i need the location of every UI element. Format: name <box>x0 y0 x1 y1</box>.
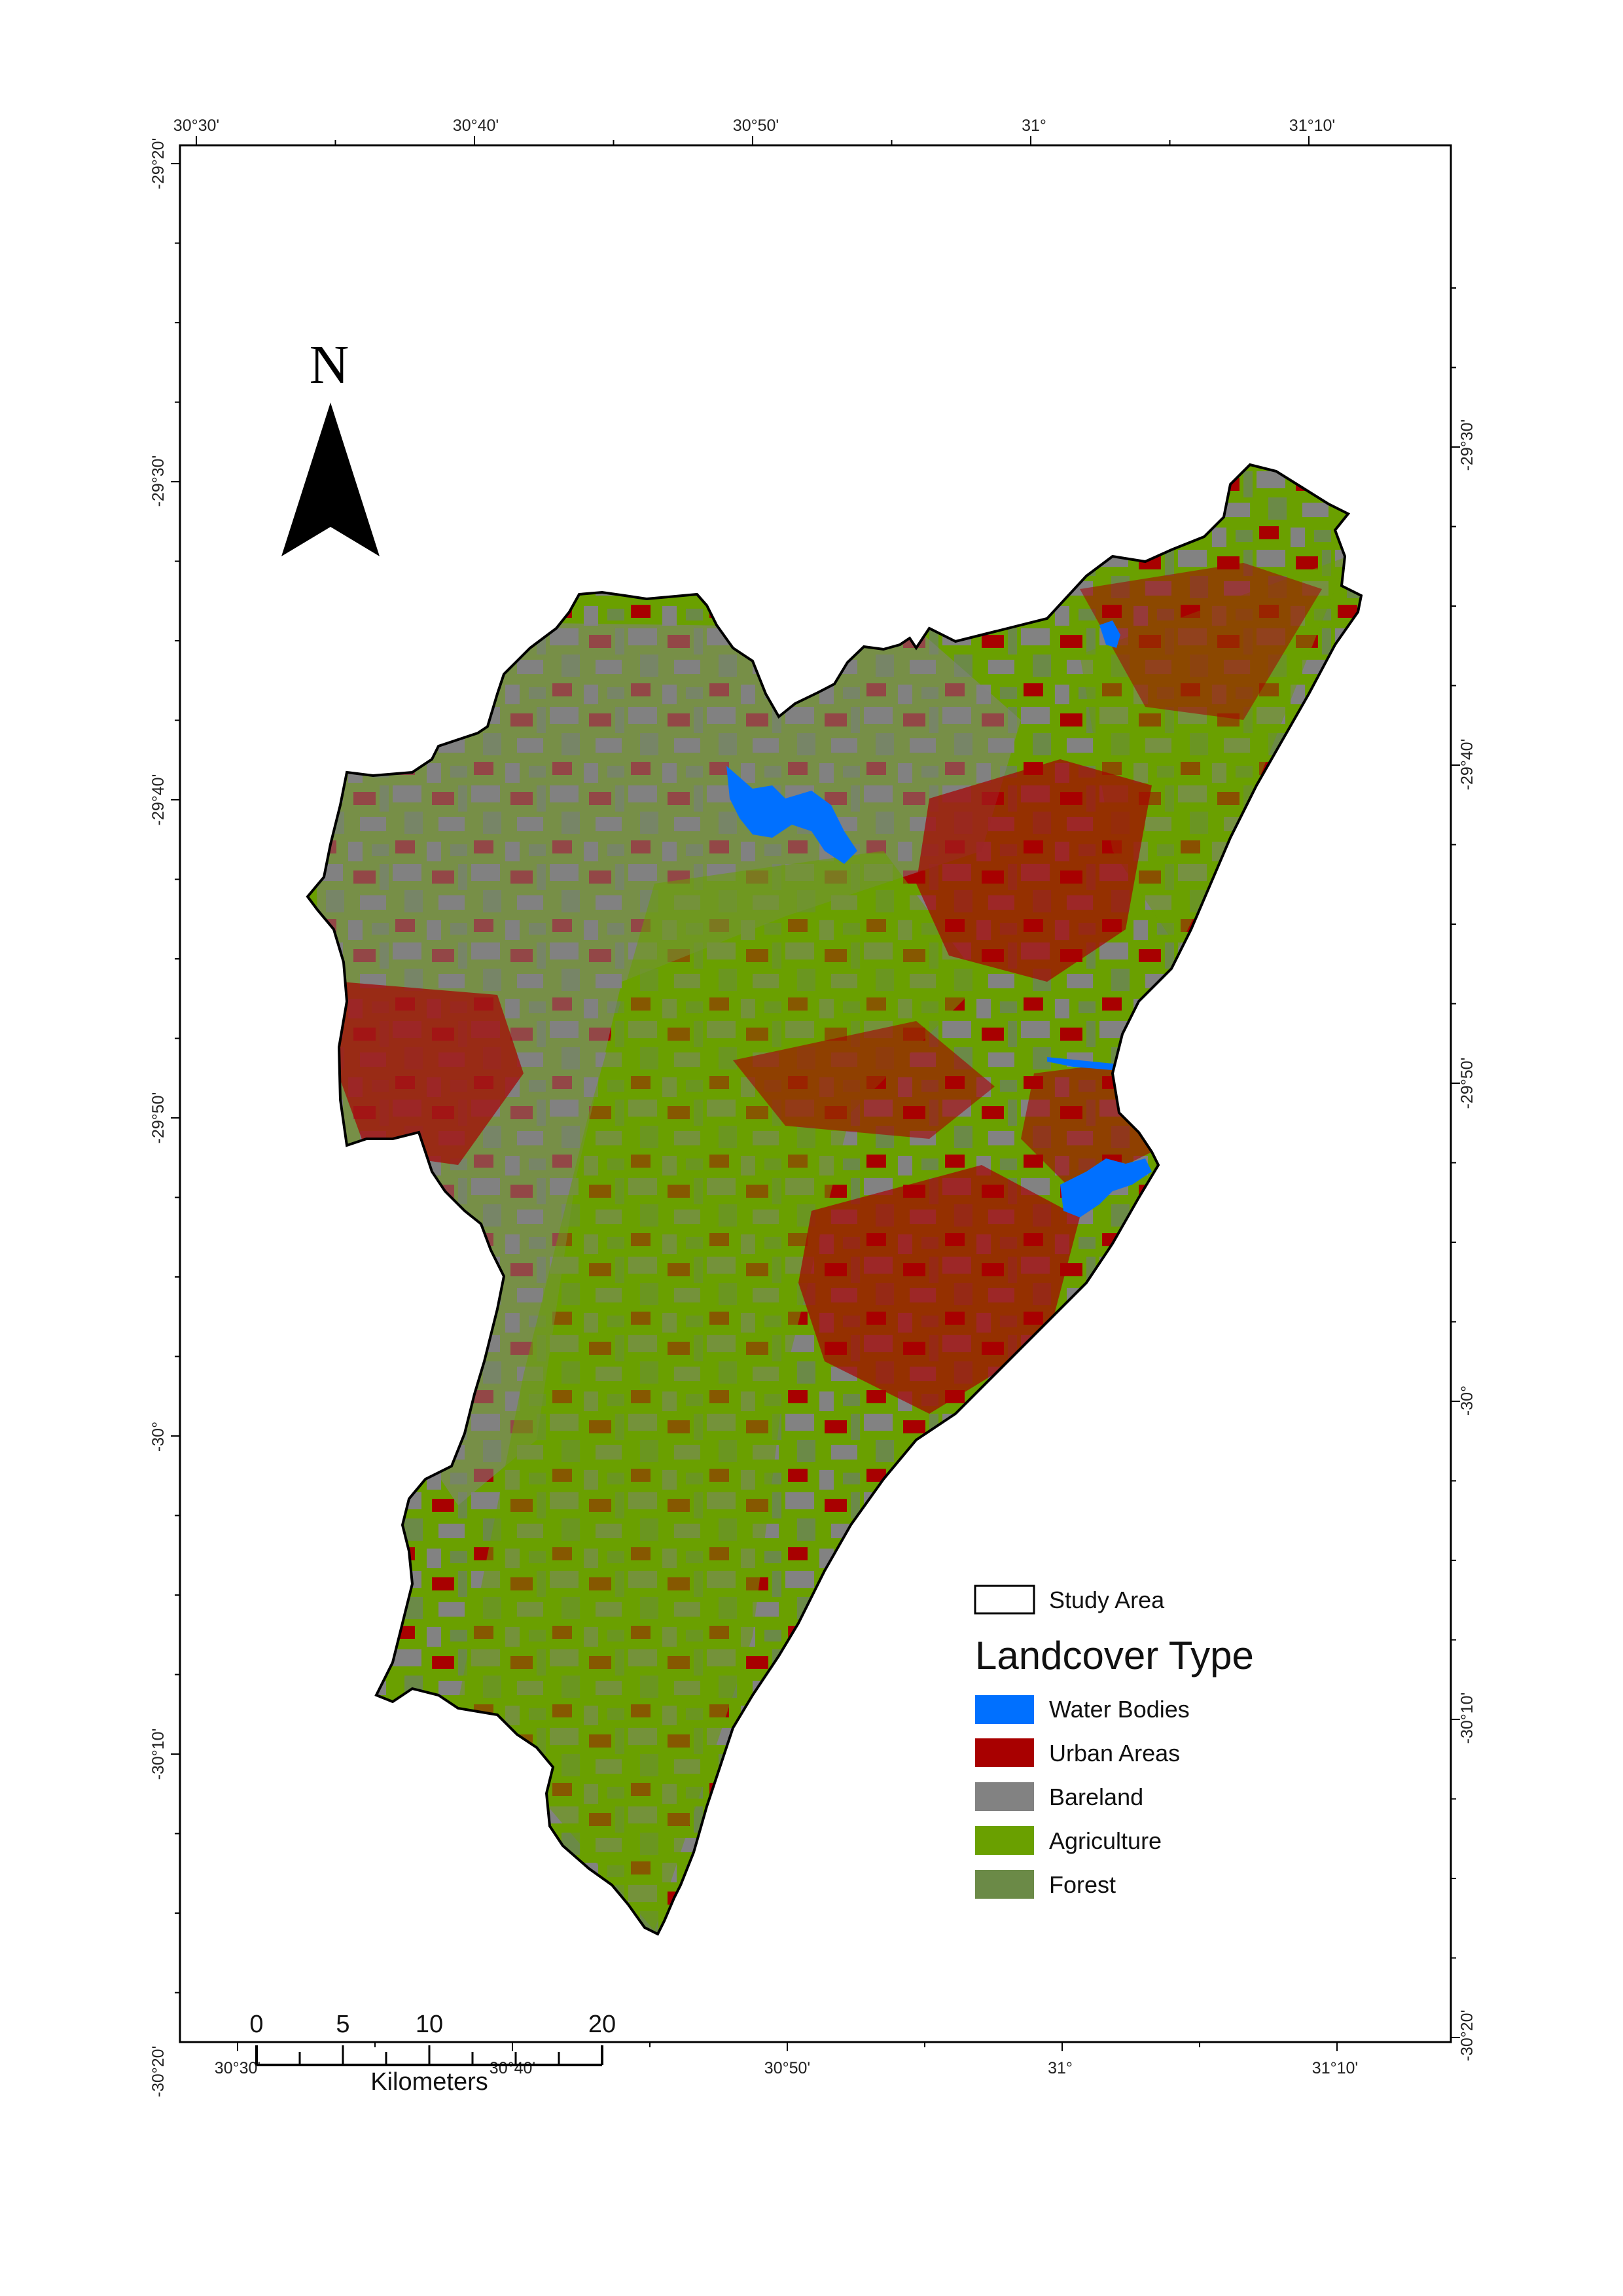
legend-swatch-urban-areas <box>975 1738 1034 1767</box>
scale-label-10: 10 <box>416 2011 443 2038</box>
tick-label-left: -29°40' <box>149 774 168 826</box>
tick-label-right: -30°10' <box>1458 1693 1476 1744</box>
right-latitude-labels: -29°30' -29°40' -29°50' -30° -30°10' -30… <box>1458 420 1476 2062</box>
scale-bar: 0 5 10 20 Kilometers <box>249 2011 616 2096</box>
water-body-lagoon <box>1060 1158 1152 1217</box>
scale-unit-label: Kilometers <box>370 2068 488 2096</box>
study-area-label: Study Area <box>1049 1587 1165 1613</box>
tick-label-left: -29°20' <box>149 138 168 190</box>
water-body-dam-north <box>726 766 857 864</box>
urban-southeast-zone <box>798 1165 1080 1414</box>
top-longitude-labels: 30°30' 30°40' 30°50' 31° 31°10' <box>173 117 1335 135</box>
tick-label-right: -29°50' <box>1458 1058 1476 1109</box>
tick-label-bottom: 31°10' <box>1312 2059 1358 2077</box>
urban-north-zone <box>1080 563 1322 720</box>
tick-label-top: 30°30' <box>173 117 219 135</box>
tick-label-bottom: 30°40' <box>490 2059 535 2077</box>
legend-title: Landcover Type <box>975 1634 1254 1677</box>
legend-label-water-bodies: Water Bodies <box>1049 1696 1190 1723</box>
tick-label-bottom: 31° <box>1048 2059 1073 2077</box>
study-area-outline <box>306 463 1363 1936</box>
left-latitude-labels: -29°20' -29°30' -29°40' -29°50' -30° -30… <box>149 138 168 2098</box>
scale-label-0: 0 <box>249 2011 263 2038</box>
agriculture-zone <box>458 851 982 1931</box>
bottom-longitude-labels: 30°30' 30°40' 30°50' 31° 31°10' <box>215 2059 1358 2077</box>
north-label: N <box>310 334 349 395</box>
study-area-swatch <box>974 1585 1035 1615</box>
water-body-north-small <box>1099 620 1120 648</box>
tick-label-top: 31° <box>1022 117 1046 135</box>
tick-label-bottom: 30°50' <box>764 2059 810 2077</box>
urban-northeast-zone <box>916 759 1152 982</box>
legend-swatch-forest <box>975 1870 1034 1899</box>
tick-label-left: -30° <box>149 1422 168 1452</box>
legend-swatch-agriculture <box>975 1826 1034 1855</box>
urban-west-zone <box>340 982 524 1165</box>
legend-label-forest: Forest <box>1049 1871 1116 1898</box>
north-arrow-icon <box>281 403 380 556</box>
water-body-river <box>1047 1057 1126 1070</box>
tick-label-top: 30°50' <box>733 117 779 135</box>
legend-label-urban-areas: Urban Areas <box>1049 1740 1180 1767</box>
tick-label-left: -29°50' <box>149 1092 168 1144</box>
tick-label-left: -30°20' <box>149 2046 168 2098</box>
north-arrow: N <box>281 334 380 556</box>
legend-label-agriculture: Agriculture <box>1049 1827 1162 1854</box>
tick-label-right: -30°20' <box>1458 2010 1476 2062</box>
tick-label-right: -29°40' <box>1458 739 1476 791</box>
tick-label-left: -30°10' <box>149 1729 168 1780</box>
legend: Study Area Landcover Type Water Bodies U… <box>974 1585 1254 1899</box>
scale-label-20: 20 <box>588 2011 616 2038</box>
urban-central-zone <box>733 1021 995 1139</box>
tick-label-bottom: 30°30' <box>215 2059 260 2077</box>
legend-swatch-bareland <box>975 1782 1034 1811</box>
tick-label-right: -29°30' <box>1458 420 1476 471</box>
tick-label-right: -30° <box>1458 1386 1476 1416</box>
tick-label-top: 31°10' <box>1289 117 1335 135</box>
scale-label-5: 5 <box>336 2011 349 2038</box>
tick-label-left: -29°30' <box>149 456 168 507</box>
graticule-tick-marks <box>171 136 1460 2051</box>
legend-label-bareland: Bareland <box>1049 1784 1143 1810</box>
legend-swatch-water-bodies <box>975 1695 1034 1724</box>
tick-label-top: 30°40' <box>453 117 499 135</box>
